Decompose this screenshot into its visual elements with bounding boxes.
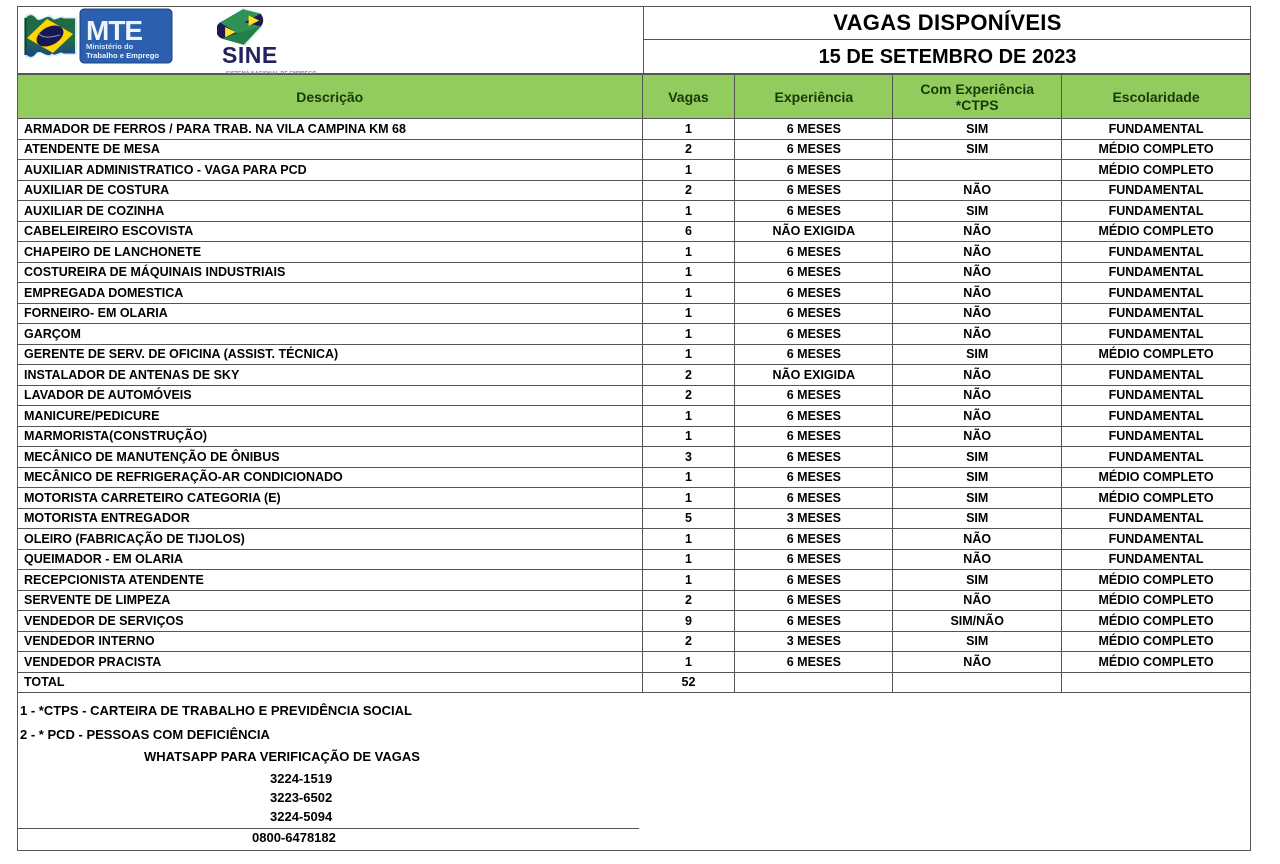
svg-text:Ministério do: Ministério do	[86, 42, 134, 51]
svg-text:Trabalho e Emprego: Trabalho e Emprego	[86, 51, 159, 60]
